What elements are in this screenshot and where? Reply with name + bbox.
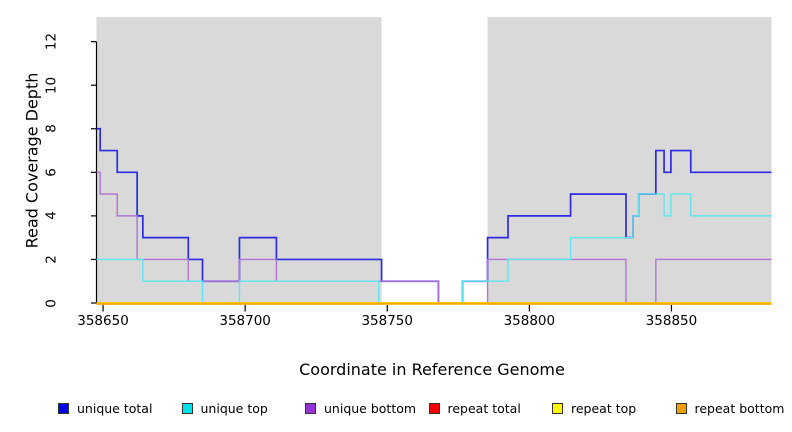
y-tick-label: 10 bbox=[42, 76, 59, 94]
x-tick-label: 358750 bbox=[361, 313, 413, 329]
x-tick-label: 358850 bbox=[645, 313, 698, 329]
x-tick-label: 358800 bbox=[503, 313, 556, 329]
y-tick-label: 6 bbox=[42, 168, 59, 177]
legend-swatch-unique-bottom bbox=[305, 402, 316, 414]
legend-item-repeat-total: repeat total bbox=[428, 398, 521, 418]
y-axis-title: Read Coverage Depth bbox=[22, 72, 42, 249]
legend-label: unique total bbox=[77, 400, 153, 416]
series-line-unique-bottom bbox=[96, 171, 772, 304]
legend-item-unique-top: unique top bbox=[181, 398, 268, 418]
unshaded-region bbox=[381, 17, 488, 305]
x-tick-label: 358650 bbox=[77, 313, 129, 329]
y-tick-label: 12 bbox=[42, 33, 59, 51]
legend-item-unique-bottom: unique bottom bbox=[305, 398, 416, 418]
legend-swatch-unique-total bbox=[58, 402, 69, 414]
legend-item-unique-total: unique total bbox=[58, 398, 152, 418]
legend-swatch-unique-top bbox=[181, 402, 193, 414]
x-axis-title: Coordinate in Reference Genome bbox=[299, 360, 565, 379]
legend-label: repeat bottom bbox=[694, 400, 785, 416]
y-tick-label: 0 bbox=[42, 298, 59, 308]
legend: unique total unique top unique bottom repea… bbox=[0, 398, 792, 420]
legend-swatch-repeat-total bbox=[428, 402, 440, 414]
y-tick-label: 4 bbox=[42, 211, 59, 221]
y-tick-label: 2 bbox=[42, 255, 59, 264]
plot-area bbox=[91, 17, 772, 312]
legend-label: unique top bbox=[200, 400, 268, 416]
legend-item-repeat-top: repeat top bbox=[552, 398, 636, 418]
legend-label: repeat top bbox=[571, 400, 637, 416]
x-tick-label: 358700 bbox=[219, 313, 271, 329]
legend-swatch-repeat-top bbox=[552, 402, 563, 414]
legend-label: unique bottom bbox=[324, 400, 417, 416]
legend-swatch-repeat-bottom bbox=[675, 402, 687, 414]
y-tick-label: 8 bbox=[42, 124, 59, 134]
legend-item-repeat-bottom: repeat bottom bbox=[675, 398, 785, 418]
legend-label: repeat total bbox=[447, 400, 521, 416]
